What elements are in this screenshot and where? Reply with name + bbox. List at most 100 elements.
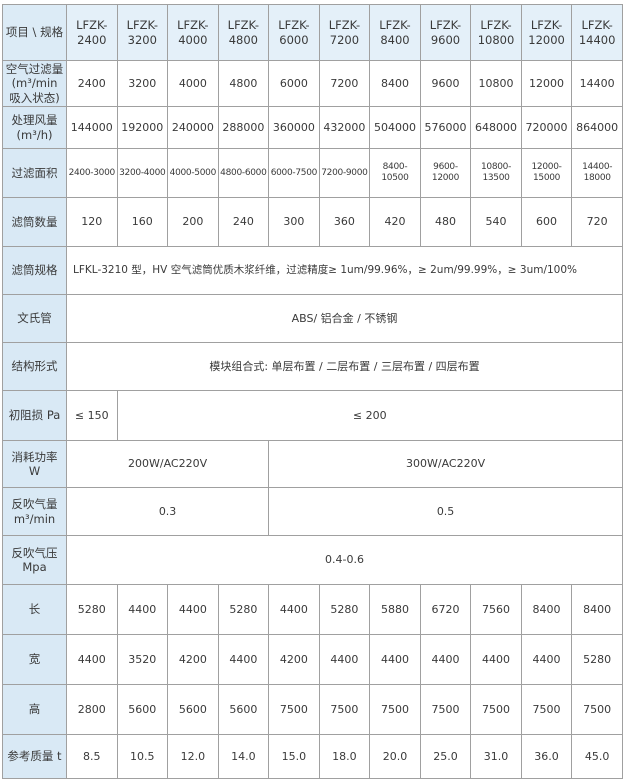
spec-value-cell: 7500 bbox=[369, 684, 421, 736]
model-header-cell: LFZK-6000 bbox=[268, 4, 320, 61]
model-header-cell: LFZK-12000 bbox=[520, 4, 573, 61]
row-label: 消耗功率 W bbox=[2, 440, 67, 489]
spec-value-cell: 200 bbox=[167, 197, 219, 248]
spec-value-cell: 45.0 bbox=[571, 734, 623, 779]
table-row: 滤筒数量 120 160 200 240 300 360 420 480 540 600 720 bbox=[2, 197, 623, 248]
table-row: 反吹气压 Mpa 0.4-0.6 bbox=[2, 535, 623, 586]
spec-value-cell: 4400 bbox=[116, 584, 169, 636]
table-row: 高 2800 5600 5600 5600 7500 7500 7500 7500 7500 750… bbox=[2, 684, 623, 736]
spec-value-cell: 432000 bbox=[318, 106, 371, 150]
spec-value-cell: 7200-9000 bbox=[318, 148, 371, 199]
spec-value-cell: 4800-6000 bbox=[217, 148, 270, 199]
spec-value-cell: 模块组合式: 单层布置 / 二层布置 / 三层布置 / 四层布置 bbox=[66, 342, 623, 392]
spec-value-cell: 5280 bbox=[318, 584, 371, 636]
row-label: 高 bbox=[2, 684, 67, 736]
spec-value-cell: 0.3 bbox=[65, 487, 270, 537]
spec-value-cell: 9600 bbox=[419, 59, 472, 108]
spec-value-cell: 240 bbox=[217, 197, 270, 248]
row-label: 滤筒规格 bbox=[2, 246, 67, 296]
row-label: 文氏管 bbox=[2, 294, 67, 344]
spec-value-cell: 7560 bbox=[470, 584, 522, 636]
spec-value-cell: 4400 bbox=[369, 634, 421, 686]
table-row: 文氏管 ABS/ 铝合金 / 不锈钢 bbox=[2, 294, 623, 344]
spec-value-cell: ABS/ 铝合金 / 不锈钢 bbox=[66, 294, 623, 344]
model-header-row: 项目 \ 规格 LFZK-2400 LFZK-3200 LFZK-4000 LFZK-… bbox=[2, 4, 623, 61]
spec-value-cell: 4400 bbox=[217, 634, 270, 686]
spec-value-cell: 18.0 bbox=[318, 734, 371, 779]
spec-value-cell: 7500 bbox=[520, 684, 573, 736]
spec-value-cell: 8.5 bbox=[66, 734, 118, 779]
spec-value-cell: 15.0 bbox=[268, 734, 320, 779]
model-header-cell: LFZK-4800 bbox=[217, 4, 270, 61]
spec-value-cell: LFKL-3210 型，HV 空气滤筒优质木浆纤维，过滤精度≥ 1um/99.9… bbox=[66, 246, 623, 296]
spec-value-cell: 420 bbox=[369, 197, 421, 248]
spec-value-cell: 200W/AC220V bbox=[65, 440, 270, 489]
spec-value-cell: 8400 bbox=[369, 59, 421, 108]
spec-value-cell: 8400 bbox=[520, 584, 573, 636]
spec-value-cell: 14.0 bbox=[217, 734, 270, 779]
spec-value-cell: 576000 bbox=[419, 106, 472, 150]
spec-value-cell: ≤ 150 bbox=[66, 390, 118, 442]
spec-value-cell: 360 bbox=[318, 197, 371, 248]
spec-value-cell: 192000 bbox=[116, 106, 169, 150]
model-header-cell: LFZK-10800 bbox=[470, 4, 522, 61]
spec-value-cell: 2400-3000 bbox=[66, 148, 118, 199]
row-label: 滤筒数量 bbox=[2, 197, 67, 248]
spec-value-cell: 3520 bbox=[116, 634, 169, 686]
spec-value-cell: 4800 bbox=[217, 59, 270, 108]
spec-value-cell: 504000 bbox=[369, 106, 421, 150]
model-header-cell: LFZK-9600 bbox=[419, 4, 472, 61]
spec-table: 项目 \ 规格 LFZK-2400 LFZK-3200 LFZK-4000 LFZK-… bbox=[2, 4, 624, 779]
row-label: 空气过滤量 (m³/min 吸入状态) bbox=[2, 59, 67, 108]
spec-value-cell: 7500 bbox=[268, 684, 320, 736]
spec-value-cell: 25.0 bbox=[419, 734, 472, 779]
model-header-cell: LFZK-8400 bbox=[369, 4, 421, 61]
spec-value-cell: 5280 bbox=[66, 584, 118, 636]
spec-value-cell: 4400 bbox=[470, 634, 522, 686]
spec-value-cell: 4400 bbox=[419, 634, 472, 686]
spec-value-cell: 3200 bbox=[116, 59, 169, 108]
spec-value-cell: 2400 bbox=[66, 59, 118, 108]
spec-value-cell: 10.5 bbox=[116, 734, 169, 779]
spec-value-cell: 240000 bbox=[167, 106, 219, 150]
spec-value-cell: 5600 bbox=[217, 684, 270, 736]
spec-value-cell: 7500 bbox=[419, 684, 472, 736]
spec-value-cell: 14400 bbox=[571, 59, 623, 108]
spec-value-cell: 120 bbox=[66, 197, 118, 248]
spec-value-cell: 4000-5000 bbox=[167, 148, 219, 199]
spec-value-cell: 9600-12000 bbox=[419, 148, 472, 199]
spec-value-cell: 6720 bbox=[419, 584, 472, 636]
row-label: 反吹气量 m³/min bbox=[2, 487, 67, 537]
spec-value-cell: 5280 bbox=[217, 584, 270, 636]
spec-value-cell: 480 bbox=[419, 197, 472, 248]
spec-value-cell: 4400 bbox=[268, 584, 320, 636]
spec-value-cell: 31.0 bbox=[470, 734, 522, 779]
table-row: 过滤面积 2400-3000 3200-4000 4000-5000 4800-6000… bbox=[2, 148, 623, 199]
spec-value-cell: 12000-15000 bbox=[520, 148, 573, 199]
spec-value-cell: 864000 bbox=[571, 106, 623, 150]
spec-value-cell: 8400-10500 bbox=[369, 148, 421, 199]
spec-value-cell: 7200 bbox=[318, 59, 371, 108]
spec-value-cell: 600 bbox=[520, 197, 573, 248]
spec-value-cell: 160 bbox=[116, 197, 169, 248]
model-header-cell: LFZK-4000 bbox=[167, 4, 219, 61]
spec-value-cell: 20.0 bbox=[369, 734, 421, 779]
spec-value-cell: 6000-7500 bbox=[268, 148, 320, 199]
spec-value-cell: 720 bbox=[571, 197, 623, 248]
table-row: 参考质量 t 8.5 10.5 12.0 14.0 15.0 18.0 20.0 25.0 31.… bbox=[2, 734, 623, 779]
spec-value-cell: 8400 bbox=[571, 584, 623, 636]
corner-label: 项目 \ 规格 bbox=[2, 4, 67, 61]
table-row: 空气过滤量 (m³/min 吸入状态) 2400 3200 4000 4800 6000 7… bbox=[2, 59, 623, 108]
model-header-cell: LFZK-7200 bbox=[318, 4, 371, 61]
spec-value-cell: 144000 bbox=[66, 106, 118, 150]
spec-value-cell: 648000 bbox=[470, 106, 522, 150]
spec-value-cell: 4400 bbox=[66, 634, 118, 686]
spec-value-cell: 4400 bbox=[167, 584, 219, 636]
spec-value-cell: 300 bbox=[268, 197, 320, 248]
table-row: 初阻损 Pa ≤ 150 ≤ 200 bbox=[2, 390, 624, 442]
spec-value-cell: 4400 bbox=[318, 634, 371, 686]
spec-value-cell: 12.0 bbox=[167, 734, 219, 779]
spec-value-cell: 4200 bbox=[268, 634, 320, 686]
model-header-cell: LFZK-14400 bbox=[571, 4, 623, 61]
